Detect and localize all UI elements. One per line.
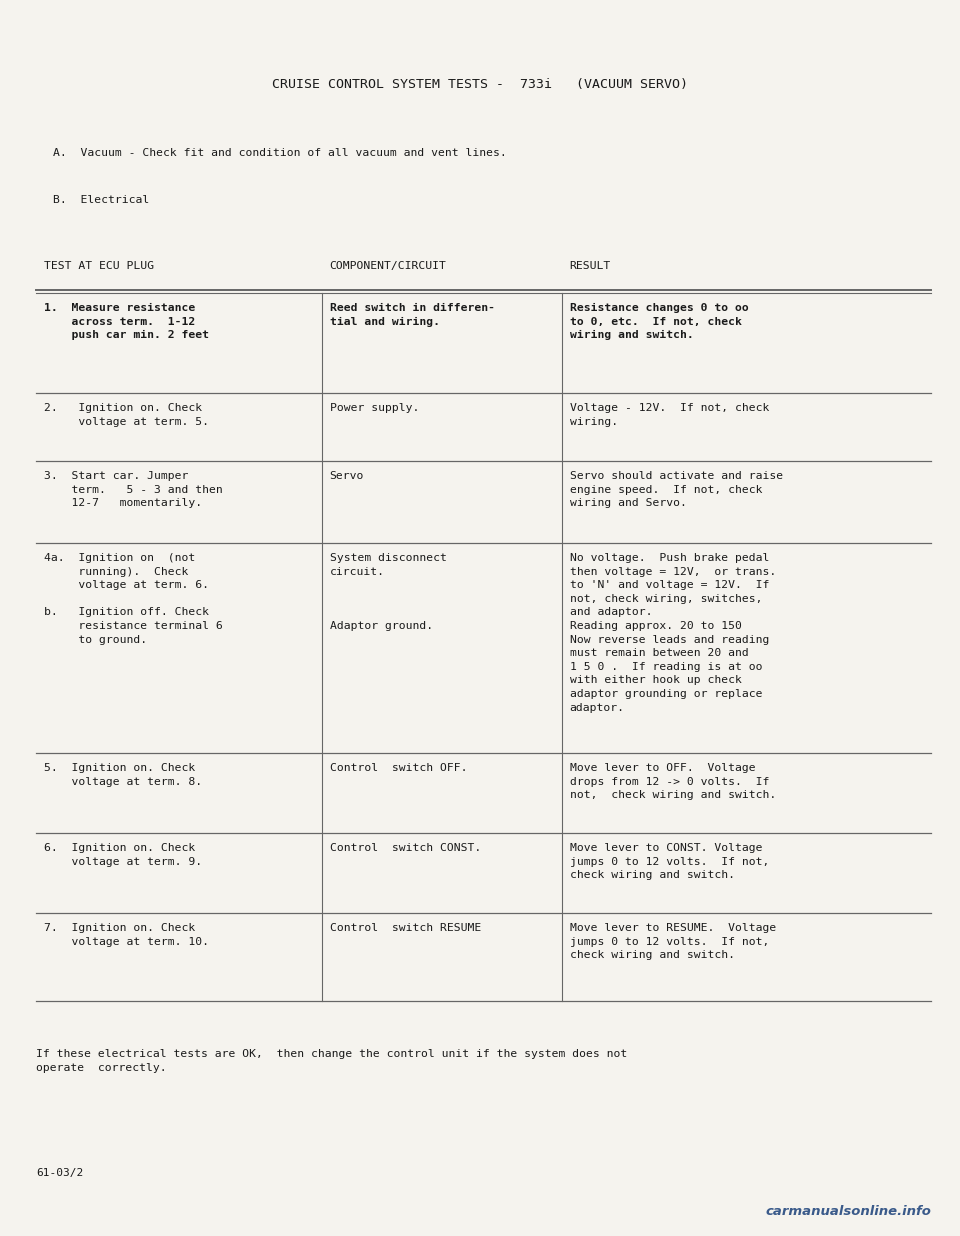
Text: Control  switch CONST.: Control switch CONST.: [329, 843, 481, 853]
Text: B.  Electrical: B. Electrical: [53, 195, 149, 205]
Text: Voltage - 12V.  If not, check
wiring.: Voltage - 12V. If not, check wiring.: [569, 403, 769, 426]
Text: If these electrical tests are OK,  then change the control unit if the system do: If these electrical tests are OK, then c…: [36, 1049, 628, 1073]
Text: Control  switch OFF.: Control switch OFF.: [329, 763, 468, 772]
Text: 2.   Ignition on. Check
     voltage at term. 5.: 2. Ignition on. Check voltage at term. 5…: [44, 403, 209, 426]
Text: TEST AT ECU PLUG: TEST AT ECU PLUG: [44, 261, 155, 271]
Text: Power supply.: Power supply.: [329, 403, 419, 413]
Text: 3.  Start car. Jumper
    term.   5 - 3 and then
    12-7   momentarily.: 3. Start car. Jumper term. 5 - 3 and the…: [44, 471, 224, 508]
Text: 7.  Ignition on. Check
    voltage at term. 10.: 7. Ignition on. Check voltage at term. 1…: [44, 923, 209, 947]
Text: Move lever to CONST. Voltage
jumps 0 to 12 volts.  If not,
check wiring and swit: Move lever to CONST. Voltage jumps 0 to …: [569, 843, 769, 880]
Text: Reed switch in differen-
tial and wiring.: Reed switch in differen- tial and wiring…: [329, 303, 494, 326]
Text: Servo: Servo: [329, 471, 364, 481]
Text: Control  switch RESUME: Control switch RESUME: [329, 923, 481, 933]
Text: A.  Vacuum - Check fit and condition of all vacuum and vent lines.: A. Vacuum - Check fit and condition of a…: [53, 148, 507, 158]
Text: CRUISE CONTROL SYSTEM TESTS -  733i   (VACUUM SERVO): CRUISE CONTROL SYSTEM TESTS - 733i (VACU…: [272, 78, 688, 91]
Text: Move lever to RESUME.  Voltage
jumps 0 to 12 volts.  If not,
check wiring and sw: Move lever to RESUME. Voltage jumps 0 to…: [569, 923, 776, 960]
Text: No voltage.  Push brake pedal
then voltage = 12V,  or trans.
to 'N' and voltage : No voltage. Push brake pedal then voltag…: [569, 552, 776, 713]
Text: 61-03/2: 61-03/2: [36, 1168, 84, 1178]
Text: COMPONENT/CIRCUIT: COMPONENT/CIRCUIT: [329, 261, 446, 271]
Text: carmanualsonline.info: carmanualsonline.info: [765, 1205, 931, 1217]
Text: 6.  Ignition on. Check
    voltage at term. 9.: 6. Ignition on. Check voltage at term. 9…: [44, 843, 203, 866]
Text: 4a.  Ignition on  (not
     running).  Check
     voltage at term. 6.

b.   Igni: 4a. Ignition on (not running). Check vol…: [44, 552, 224, 645]
Text: System disconnect
circuit.



Adaptor ground.: System disconnect circuit. Adaptor groun…: [329, 552, 446, 632]
Text: Move lever to OFF.  Voltage
drops from 12 -> 0 volts.  If
not,  check wiring and: Move lever to OFF. Voltage drops from 12…: [569, 763, 776, 800]
Text: 5.  Ignition on. Check
    voltage at term. 8.: 5. Ignition on. Check voltage at term. 8…: [44, 763, 203, 786]
Text: RESULT: RESULT: [569, 261, 611, 271]
Text: Servo should activate and raise
engine speed.  If not, check
wiring and Servo.: Servo should activate and raise engine s…: [569, 471, 782, 508]
Text: 1.  Measure resistance
    across term.  1-12
    push car min. 2 feet: 1. Measure resistance across term. 1-12 …: [44, 303, 209, 340]
Text: Resistance changes 0 to oo
to 0, etc.  If not, check
wiring and switch.: Resistance changes 0 to oo to 0, etc. If…: [569, 303, 749, 340]
